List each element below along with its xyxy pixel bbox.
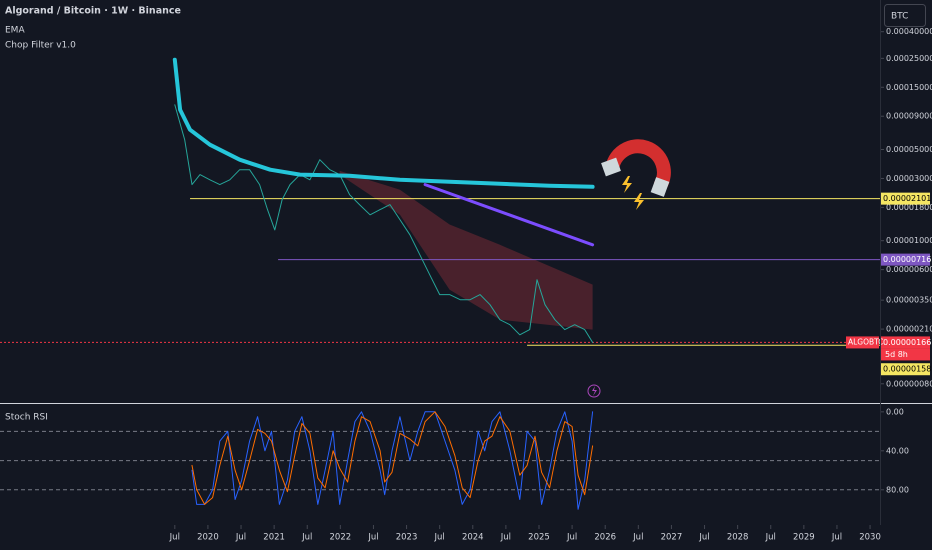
- symbol-label: ALGOBTC: [848, 337, 884, 346]
- x-tick-label: 2030: [859, 533, 881, 543]
- countdown-box: [881, 348, 930, 361]
- x-tick-label: Jul: [500, 533, 511, 543]
- pane-title: Stoch RSI: [5, 413, 48, 423]
- y-tick-label: 80.00: [886, 485, 909, 494]
- x-tick-label: 2020: [197, 533, 219, 543]
- y-tick-label: 0.00: [886, 407, 904, 416]
- currency-button-label[interactable]: BTC: [891, 12, 908, 22]
- series-line: [172, 57, 595, 189]
- x-tick-label: 2025: [528, 533, 550, 543]
- level-label: 0.00000716: [883, 255, 931, 264]
- y-tick-label: 0.00003000: [886, 174, 932, 183]
- x-tick-label: 2028: [727, 533, 749, 543]
- x-tick-label: Jul: [698, 533, 709, 543]
- level-label-box: [881, 253, 930, 266]
- x-tick-label: Jul: [632, 533, 643, 543]
- series-line: [423, 183, 595, 247]
- symbol-box: [846, 336, 879, 349]
- indicator-label: EMA: [5, 26, 25, 36]
- event-icon[interactable]: [587, 384, 601, 398]
- y-tick-label: 0.00000210: [886, 325, 932, 334]
- level-label-box: [881, 363, 930, 376]
- x-tick-label: Jul: [434, 533, 445, 543]
- y-tick-label: 0.00000350: [886, 296, 932, 305]
- series-line: [191, 411, 594, 510]
- magnet-icon: [601, 139, 671, 210]
- x-tick-label: Jul: [765, 533, 776, 543]
- x-tick-label: Jul: [169, 533, 180, 543]
- x-tick-label: 2026: [594, 533, 616, 543]
- x-tick-label: 2021: [263, 533, 285, 543]
- x-tick-label: Jul: [301, 533, 312, 543]
- currency-button[interactable]: [884, 4, 926, 27]
- x-tick-label: 2027: [661, 533, 683, 543]
- x-tick-label: Jul: [367, 533, 378, 543]
- y-tick-label: 0.00040000: [886, 27, 932, 36]
- x-tick-label: Jul: [831, 533, 842, 543]
- y-tick-label: 0.00001000: [886, 236, 932, 245]
- level-label-box: [881, 336, 930, 349]
- y-tick-label: 0.00009000: [886, 112, 932, 121]
- x-tick-label: Jul: [235, 533, 246, 543]
- series-line: [191, 411, 594, 505]
- series-line: [174, 104, 594, 343]
- event-icon-bolt: [592, 386, 597, 396]
- y-tick-label: 0.00000080: [886, 379, 932, 388]
- countdown: 5d 8h: [885, 350, 908, 359]
- x-tick-label: 2023: [396, 533, 418, 543]
- y-tick-label: 0.00015000: [886, 83, 932, 92]
- indicator-label: Chop Filter v1.0: [5, 41, 76, 51]
- chart-title: Algorand / Bitcoin · 1W · Binance: [5, 6, 181, 17]
- level-label: 0.00000158: [883, 365, 931, 374]
- x-tick-label: 2022: [330, 533, 352, 543]
- y-tick-label: 40.00: [886, 446, 909, 455]
- x-tick-label: 2029: [793, 533, 815, 543]
- band-area: [339, 170, 593, 330]
- y-tick-label: 0.00001800: [886, 203, 932, 212]
- y-tick-label: 0.00000600: [886, 265, 932, 274]
- level-label-box: [881, 192, 930, 205]
- level-label: 0.00000166: [883, 338, 931, 347]
- y-tick-label: 0.00005000: [886, 145, 932, 154]
- x-tick-label: Jul: [566, 533, 577, 543]
- y-tick-label: 0.00025000: [886, 54, 932, 63]
- x-tick-label: 2024: [462, 533, 484, 543]
- level-label: 0.00002101: [883, 194, 931, 203]
